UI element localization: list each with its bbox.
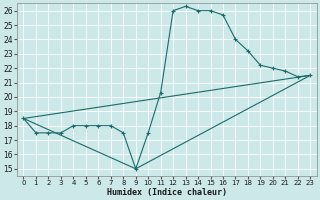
X-axis label: Humidex (Indice chaleur): Humidex (Indice chaleur) bbox=[107, 188, 227, 197]
